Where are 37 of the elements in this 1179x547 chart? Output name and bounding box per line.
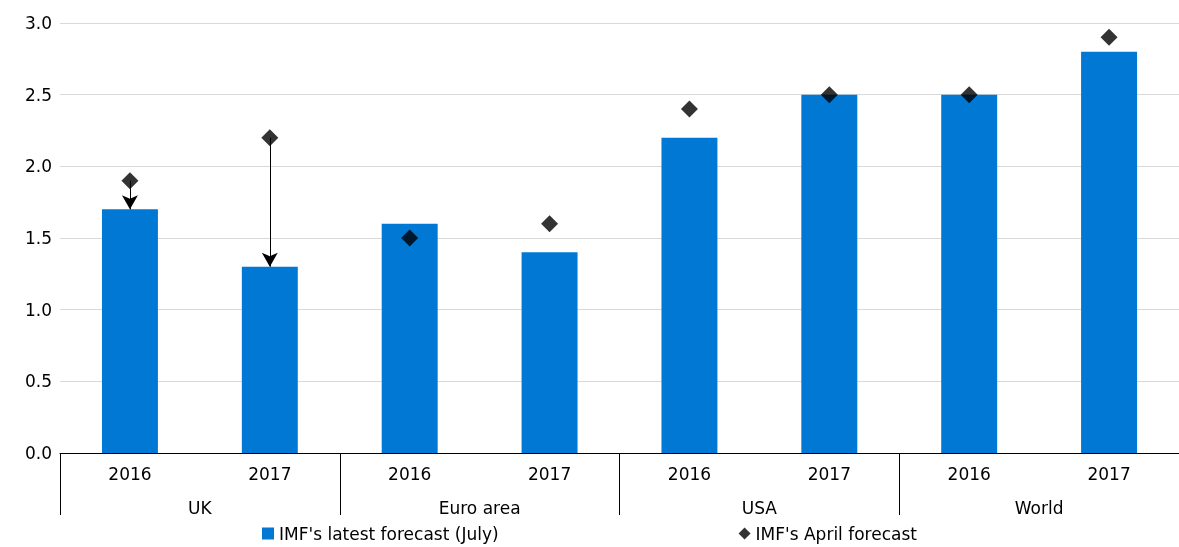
x-tick-label: 2017 xyxy=(807,463,851,484)
point xyxy=(820,86,838,104)
point xyxy=(960,86,978,104)
x-tick-label: 2016 xyxy=(947,463,991,484)
bar xyxy=(801,94,858,453)
bar xyxy=(521,252,578,453)
x-tick-label: 2016 xyxy=(667,463,712,484)
point xyxy=(541,215,559,233)
x-tick-label: 2016 xyxy=(108,463,152,484)
x-tick-label: 2017 xyxy=(527,463,572,484)
text: World xyxy=(1014,497,1064,518)
bar xyxy=(1081,51,1138,453)
bar xyxy=(381,223,438,453)
point xyxy=(401,229,419,247)
x-tick-label: 2017 xyxy=(248,463,292,484)
bar xyxy=(661,137,718,453)
text: UK xyxy=(188,497,213,518)
y-tick-label: 1.5 xyxy=(24,228,52,248)
y-tick-label: 0.5 xyxy=(24,371,52,392)
x-tick-label: 2017 xyxy=(1087,463,1131,484)
legend-label: IMF's April forecast xyxy=(755,523,918,544)
point xyxy=(261,129,279,147)
y-tick-label: 0.0 xyxy=(24,443,52,463)
legend-label: IMF's latest forecast (July) xyxy=(279,523,499,544)
y-tick-label: 1.0 xyxy=(24,299,52,320)
y-tick-label: 3.0 xyxy=(24,13,52,33)
y-tick-label: 2.5 xyxy=(24,84,52,105)
text: Euro area xyxy=(438,497,521,518)
point xyxy=(1100,28,1118,46)
point xyxy=(121,172,139,190)
y-tick-label: 2.0 xyxy=(24,156,52,177)
bar xyxy=(941,94,998,453)
bar xyxy=(241,266,298,453)
x-tick-label: 2016 xyxy=(388,463,432,484)
point xyxy=(680,100,698,118)
text: USA xyxy=(741,497,778,518)
bar xyxy=(101,209,158,453)
